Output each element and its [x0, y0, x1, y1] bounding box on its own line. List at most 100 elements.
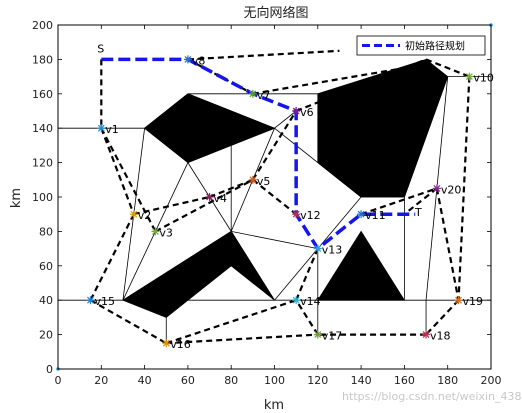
network-dashed-edge: [425, 299, 460, 336]
network-dashed-edge: [209, 178, 254, 199]
node-marker-v13: [313, 244, 322, 253]
node-marker-v16: [162, 339, 171, 348]
node-marker-v8-stroke: [184, 55, 192, 63]
node-marker-v7-stroke: [249, 90, 257, 98]
x-tick-label: 180: [437, 374, 458, 387]
legend-label: 初始路径规划: [405, 40, 465, 53]
obstacle-3: [122, 230, 275, 318]
x-tick-label: 140: [351, 374, 372, 387]
network-dashed-edge: [251, 110, 298, 181]
node-marker-v3: [151, 227, 160, 236]
y-tick-label: 180: [32, 53, 53, 66]
node-marker-v6: [292, 107, 301, 115]
node-labels: v1 v2 v3 v4 v5 v6 v7 v8 v10 v11 v12 v13 v14 v15 v16 v17…: [94, 42, 493, 351]
node-marker-v15-stroke: [87, 296, 94, 304]
node-marker-v17: [313, 330, 322, 339]
network-edge: [317, 196, 362, 249]
node-marker-v14-stroke: [292, 296, 300, 304]
node-label-v2: v2: [138, 209, 152, 222]
obstacle-1: [143, 93, 276, 164]
node-marker-v3-stroke: [152, 227, 159, 235]
node-marker-v2: [129, 210, 138, 219]
x-tick-label: 40: [138, 374, 152, 387]
node-marker-v12: [292, 210, 301, 219]
network-dashed-edge: [295, 58, 427, 113]
initial-path-layer: [101, 57, 416, 251]
network-dashed-edge: [89, 213, 135, 301]
node-marker-v18-stroke: [422, 331, 430, 339]
node-marker-v2-stroke: [130, 210, 138, 218]
legend-box: [356, 35, 486, 56]
network-nodes: [56, 23, 493, 371]
node-label-v17: v17: [322, 330, 343, 343]
node-marker-v14: [292, 296, 301, 305]
network-dashed-edge: [457, 76, 471, 301]
network-dashed-edge: [252, 66, 405, 95]
network-edge: [274, 248, 319, 301]
node-label-v4: v4: [214, 192, 228, 205]
node-marker-v11: [357, 210, 366, 219]
y-tick-label: 0: [46, 363, 53, 376]
node-label-v20: v20: [441, 183, 462, 196]
x-axis-ticks: 0 20 40 60 80 100 120 140 160 180 200: [55, 25, 502, 387]
node-marker-v7: [248, 89, 257, 98]
node-label-v12: v12: [300, 209, 321, 222]
x-tick-label: 160: [394, 374, 415, 387]
x-tick-label: 120: [307, 374, 328, 387]
y-tick-label: 80: [39, 225, 53, 238]
x-tick-label: 0: [55, 374, 62, 387]
node-marker-v10: [465, 72, 474, 81]
initial-path: [101, 57, 416, 251]
network-dashed-edge: [425, 58, 470, 78]
obstacles: [122, 58, 449, 318]
y-tick-label: 40: [39, 294, 53, 307]
network-edge: [231, 231, 318, 249]
node-marker-v17-stroke: [314, 331, 322, 339]
x-tick-label: 20: [94, 374, 108, 387]
node-marker-v20: [432, 184, 441, 193]
node-marker-v5-stroke: [249, 176, 257, 184]
legend: 初始路径规划: [356, 35, 486, 56]
y-tick-label: 20: [39, 329, 53, 342]
network-dashed-edge: [165, 299, 297, 345]
node-label-v3: v3: [159, 226, 173, 239]
node-marker-v16-stroke: [162, 339, 170, 347]
chart-title: 无向网络图: [243, 5, 308, 21]
watermark-text: https://blog.csdn.net/weixin_43821559: [342, 390, 522, 403]
y-tick-label: 100: [32, 191, 53, 204]
node-label-v11: v11: [365, 209, 386, 222]
y-axis-ticks: 0 20 40 60 80 100 120 140 160 180 200: [32, 19, 491, 376]
x-tick-label: 80: [224, 374, 238, 387]
node-label-v16: v16: [170, 338, 191, 351]
node-marker-v1-stroke: [97, 124, 105, 132]
node-marker-v20-stroke: [433, 184, 441, 192]
node-marker-v8: [183, 55, 192, 64]
node-marker-v1: [97, 124, 106, 133]
node-label-v5: v5: [257, 175, 271, 188]
network-dashed-edge: [166, 333, 318, 345]
network-dashed-edge: [295, 299, 319, 336]
y-axis-label: km: [9, 188, 24, 208]
network-dashed-edge: [100, 127, 135, 215]
node-label-v6: v6: [300, 106, 314, 119]
network-dashed-edges: [89, 49, 471, 345]
network-dashed-edge: [360, 187, 438, 216]
network-dashed-edge: [89, 299, 167, 345]
network-dashed-edge: [187, 49, 340, 61]
node-label-v10: v10: [473, 72, 494, 85]
node-marker-v19-stroke: [455, 296, 462, 304]
x-axis-label: km: [264, 398, 284, 413]
y-tick-label: 120: [32, 157, 53, 170]
node-marker-v11-stroke: [357, 210, 365, 218]
network-edge: [274, 110, 297, 129]
y-tick-label: 140: [32, 122, 53, 135]
x-tick-label: 60: [181, 374, 195, 387]
x-tick-label: 100: [264, 374, 285, 387]
node-label-v14: v14: [300, 295, 321, 308]
y-tick-label: 160: [32, 88, 53, 101]
x-tick-label: 200: [481, 374, 502, 387]
node-marker-v13-stroke: [314, 245, 322, 253]
plot-area: v1 v2 v3 v4 v5 v6 v7 v8 v10 v11 v12 v13 v14 v15 v16 v17…: [56, 23, 494, 371]
node-marker-v5: [248, 175, 257, 184]
